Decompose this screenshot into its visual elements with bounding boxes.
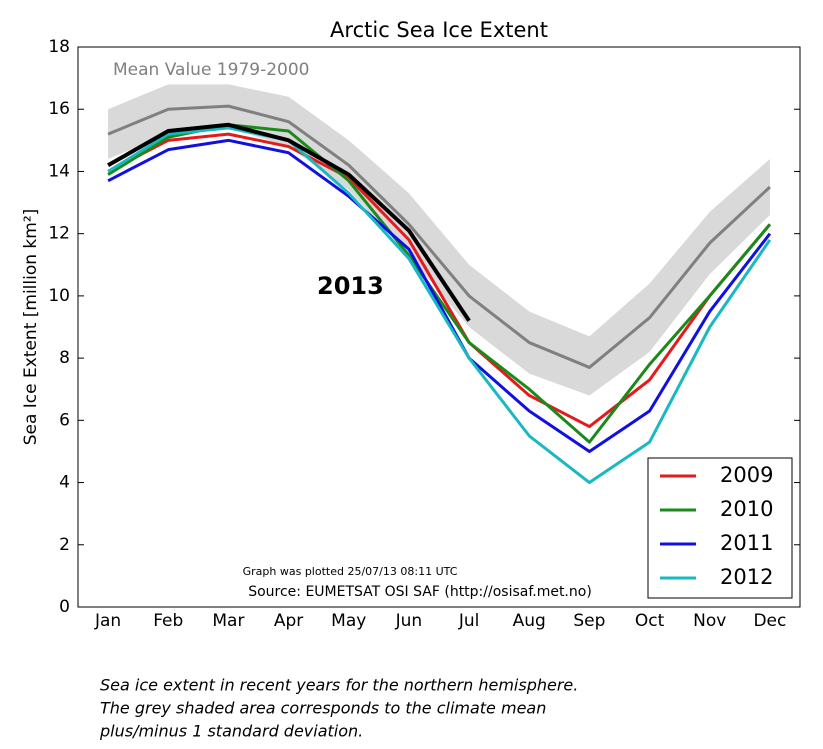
y-tick-label: 18 xyxy=(48,37,70,57)
y-tick-label: 10 xyxy=(48,286,70,306)
x-tick-label: Feb xyxy=(153,611,183,631)
y-tick-label: 14 xyxy=(48,161,70,181)
y-tick-label: 16 xyxy=(48,99,70,119)
x-tick-label: Jan xyxy=(94,611,121,631)
x-tick-label: Apr xyxy=(274,611,303,631)
x-tick-label: Aug xyxy=(513,611,546,631)
series-line xyxy=(107,104,771,369)
series-label: 2013 xyxy=(317,272,384,300)
legend-box xyxy=(647,457,793,599)
y-tick-label: 12 xyxy=(48,224,70,244)
caption-line: plus/minus 1 standard deviation. xyxy=(99,722,363,741)
series-line xyxy=(107,126,772,485)
chart-title: Arctic Sea Ice Extent xyxy=(330,18,548,42)
x-tick-label: Sep xyxy=(573,611,605,631)
caption-line: Sea ice extent in recent years for the n… xyxy=(100,676,578,695)
caption-line: The grey shaded area corresponds to the … xyxy=(100,699,546,718)
y-tick-label: 2 xyxy=(59,535,70,555)
x-tick-label: Jul xyxy=(458,611,480,631)
series-label: Mean Value 1979-2000 xyxy=(113,60,309,80)
legend-label: 2011 xyxy=(720,531,773,555)
legend-label: 2009 xyxy=(720,463,773,487)
x-tick-label: Nov xyxy=(693,611,726,631)
std-band xyxy=(108,84,770,396)
series-line xyxy=(107,132,772,429)
legend-label: 2010 xyxy=(720,497,773,521)
annotation: Graph was plotted 25/07/13 08:11 UTC xyxy=(243,565,458,578)
x-tick-label: Jun xyxy=(395,611,423,631)
series-line xyxy=(107,122,471,322)
x-tick-label: Oct xyxy=(635,611,665,631)
y-tick-label: 0 xyxy=(59,597,70,617)
x-tick-label: Mar xyxy=(212,611,244,631)
annotation: Source: EUMETSAT OSI SAF (http://osisaf.… xyxy=(248,584,592,600)
series-line xyxy=(107,138,772,453)
y-tick-label: 6 xyxy=(59,410,70,430)
y-tick-label: 8 xyxy=(59,348,70,368)
plot-frame xyxy=(77,46,801,608)
y-tick-label: 4 xyxy=(59,473,70,493)
x-tick-label: Dec xyxy=(753,611,786,631)
legend-label: 2012 xyxy=(720,565,773,589)
y-axis-label: Sea Ice Extent [million km²] xyxy=(21,209,41,446)
x-tick-label: May xyxy=(331,611,366,631)
